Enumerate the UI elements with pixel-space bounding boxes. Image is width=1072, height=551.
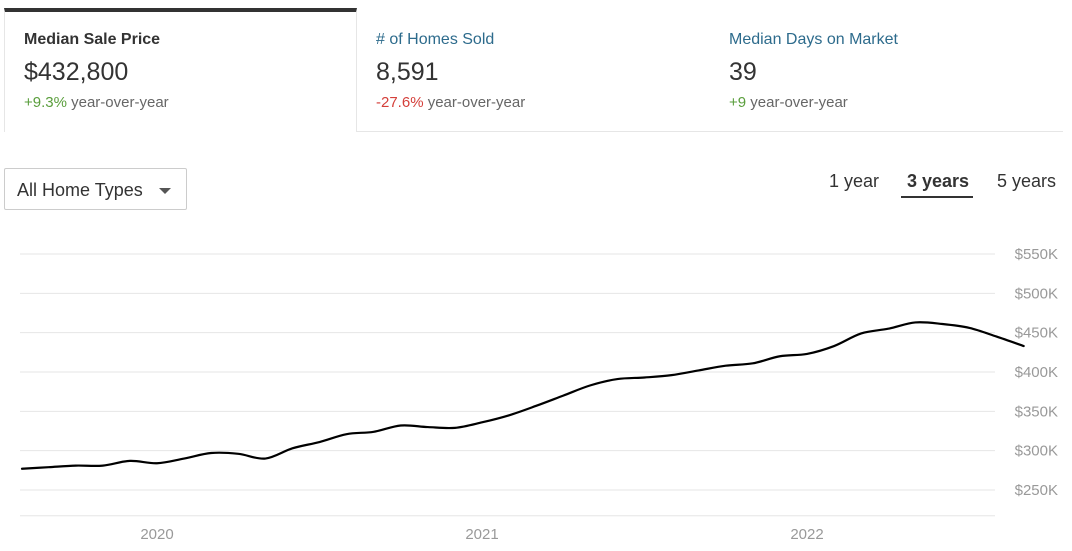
stat-change: +9.3% bbox=[24, 94, 67, 111]
y-tick-label: $500K bbox=[1015, 285, 1058, 302]
y-tick-label: $400K bbox=[1015, 364, 1058, 381]
stat-change-suffix: year-over-year bbox=[66, 94, 169, 111]
stats-tabs: Median Sale Price $432,800 +9.3% year-ov… bbox=[4, 8, 1063, 132]
home-type-select[interactable]: All Home Types bbox=[4, 168, 187, 210]
stat-value: 39 bbox=[729, 58, 757, 86]
stat-label: Median Days on Market bbox=[729, 31, 898, 48]
series-line bbox=[20, 321, 1025, 470]
y-tick-label: $250K bbox=[1015, 482, 1058, 499]
active-range-underline bbox=[901, 196, 973, 198]
stat-label: Median Sale Price bbox=[24, 31, 161, 48]
x-tick-label: 2022 bbox=[790, 526, 823, 543]
stat-label: # of Homes Sold bbox=[376, 31, 495, 48]
x-tick-label: 2021 bbox=[465, 526, 498, 543]
y-tick-label: $300K bbox=[1015, 443, 1058, 460]
stat-tab-median-days-on-market[interactable]: Median Days on Market 39 +9 year-over-ye… bbox=[710, 8, 1063, 132]
y-tick-label: $350K bbox=[1015, 403, 1058, 420]
home-type-value: All Home Types bbox=[17, 180, 143, 200]
x-tick-label: 2020 bbox=[140, 526, 173, 543]
stat-change: -27.6% bbox=[376, 94, 424, 111]
price-chart: $250K $300K $350K $400K $450K $500K $550K 2020… bbox=[20, 246, 1058, 543]
caret-down-icon bbox=[159, 188, 171, 194]
stat-change-line: -27.6% year-over-year bbox=[376, 94, 710, 112]
stats-divider bbox=[357, 131, 1063, 132]
stat-value: 8,591 bbox=[376, 58, 439, 86]
stat-change-line: +9.3% year-over-year bbox=[24, 94, 356, 112]
stat-tab-median-sale-price[interactable]: Median Sale Price $432,800 +9.3% year-ov… bbox=[4, 8, 357, 132]
range-3-years[interactable]: 3 years bbox=[907, 171, 970, 191]
range-5-years[interactable]: 5 years bbox=[997, 171, 1057, 191]
stat-change: +9 bbox=[729, 94, 747, 111]
stat-change-suffix: year-over-year bbox=[423, 94, 526, 111]
range-1-year[interactable]: 1 year bbox=[829, 171, 880, 191]
stat-change-line: +9 year-over-year bbox=[729, 94, 1063, 112]
stat-change-suffix: year-over-year bbox=[746, 94, 848, 111]
y-tick-label: $450K bbox=[1015, 325, 1058, 342]
stat-value: $432,800 bbox=[24, 58, 129, 86]
stat-tab-homes-sold[interactable]: # of Homes Sold 8,591 -27.6% year-over-y… bbox=[357, 8, 710, 132]
y-tick-label: $550K bbox=[1015, 246, 1058, 263]
